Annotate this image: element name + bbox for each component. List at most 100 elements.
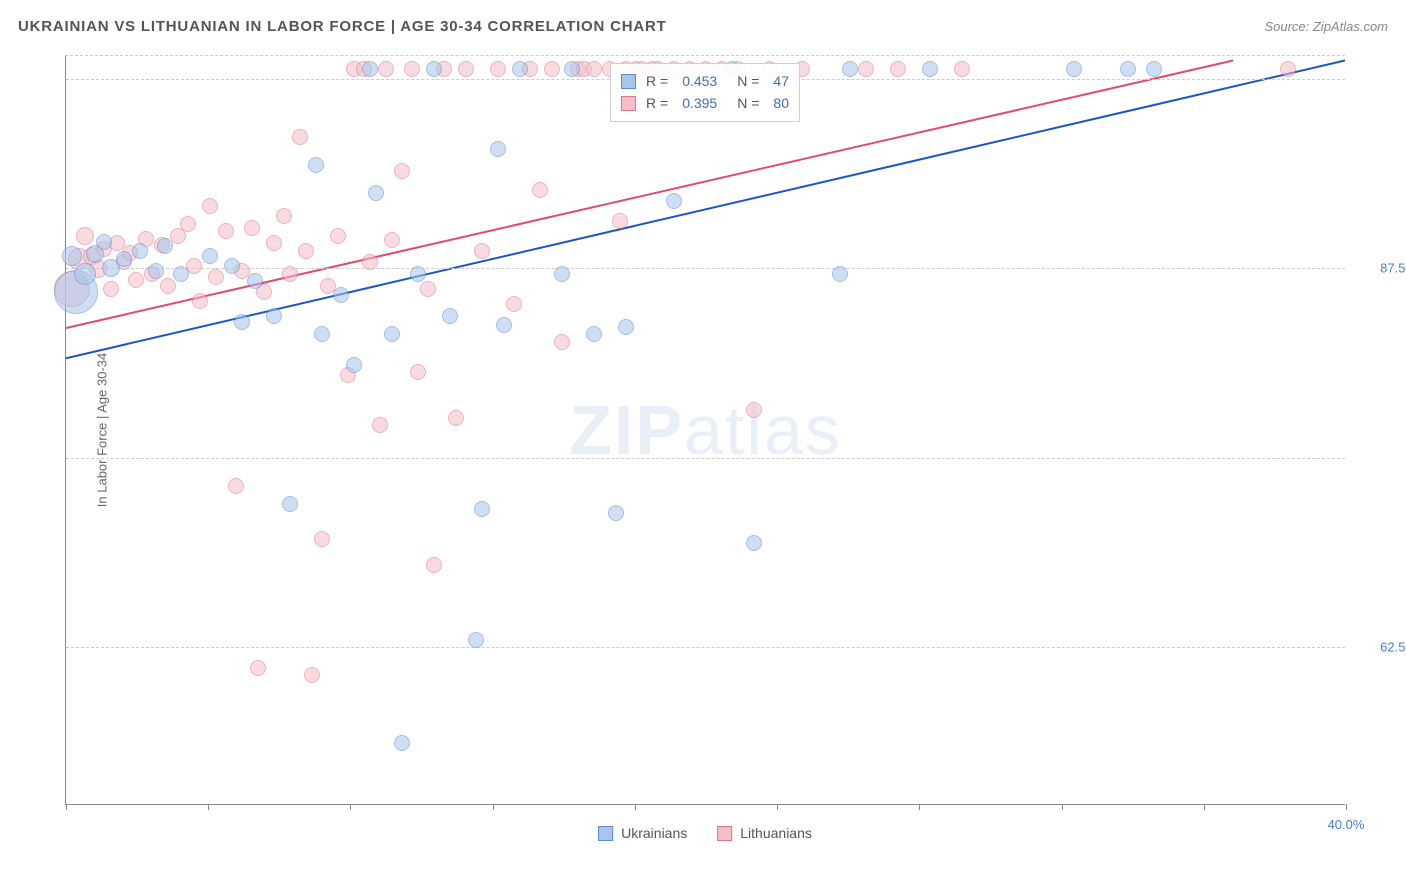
x-tick-label: 40.0% [1328, 817, 1365, 832]
y-axis-title: In Labor Force | Age 30-34 [95, 353, 110, 507]
data-point-ukrainians [618, 319, 634, 335]
data-point-lithuanians [410, 364, 426, 380]
x-tick [1062, 804, 1063, 810]
data-point-ukrainians [282, 496, 298, 512]
data-point-lithuanians [544, 61, 560, 77]
data-point-ukrainians [74, 263, 96, 285]
data-point-lithuanians [1280, 61, 1296, 77]
data-point-ukrainians [666, 193, 682, 209]
data-point-ukrainians [266, 308, 282, 324]
corr-r-value: 0.453 [682, 70, 717, 92]
data-point-lithuanians [170, 228, 186, 244]
data-point-ukrainians [368, 185, 384, 201]
data-point-ukrainians [247, 273, 263, 289]
data-point-lithuanians [474, 243, 490, 259]
data-point-ukrainians [157, 238, 173, 254]
data-point-lithuanians [554, 334, 570, 350]
legend-swatch-lithuanians [717, 826, 732, 841]
data-point-lithuanians [890, 61, 906, 77]
x-tick [777, 804, 778, 810]
data-point-ukrainians [116, 251, 132, 267]
data-point-lithuanians [954, 61, 970, 77]
data-point-ukrainians [333, 287, 349, 303]
data-point-lithuanians [304, 667, 320, 683]
data-point-lithuanians [448, 410, 464, 426]
data-point-ukrainians [346, 357, 362, 373]
data-point-lithuanians [340, 367, 356, 383]
x-tick [66, 804, 67, 810]
corr-r-label: R = [646, 92, 668, 114]
data-point-lithuanians [103, 281, 119, 297]
x-tick [919, 804, 920, 810]
data-point-lithuanians [256, 284, 272, 300]
data-point-lithuanians [372, 417, 388, 433]
data-point-ukrainians [308, 157, 324, 173]
x-tick [350, 804, 351, 810]
legend: Ukrainians Lithuanians [598, 825, 812, 841]
data-point-ukrainians [586, 326, 602, 342]
plot-region: ZIPatlas 62.5%87.5%40.0% [65, 55, 1345, 805]
data-point-ukrainians [842, 61, 858, 77]
data-point-ukrainians [314, 326, 330, 342]
data-point-lithuanians [192, 293, 208, 309]
data-point-ukrainians [474, 501, 490, 517]
corr-row-lithuanians: R =0.395N =80 [621, 92, 789, 114]
data-point-lithuanians [109, 235, 125, 251]
data-point-lithuanians [356, 61, 372, 77]
data-point-lithuanians [506, 296, 522, 312]
data-point-ukrainians [1146, 61, 1162, 77]
corr-row-ukrainians: R =0.453N =47 [621, 70, 789, 92]
legend-item-ukrainians[interactable]: Ukrainians [598, 825, 687, 841]
data-point-lithuanians [586, 61, 602, 77]
data-point-lithuanians [384, 232, 400, 248]
data-point-lithuanians [292, 129, 308, 145]
data-point-lithuanians [83, 247, 101, 265]
y-gridline [66, 268, 1345, 269]
data-point-lithuanians [298, 243, 314, 259]
data-point-lithuanians [458, 61, 474, 77]
legend-item-lithuanians[interactable]: Lithuanians [717, 825, 812, 841]
data-point-lithuanians [522, 61, 538, 77]
data-point-lithuanians [160, 278, 176, 294]
data-point-ukrainians [132, 243, 148, 259]
data-point-lithuanians [138, 231, 154, 247]
data-point-lithuanians [346, 61, 362, 77]
data-point-ukrainians [96, 234, 112, 250]
data-point-ukrainians [922, 61, 938, 77]
y-tick-label: 87.5% [1357, 261, 1406, 276]
data-point-lithuanians [420, 281, 436, 297]
y-gridline [66, 458, 1345, 459]
data-point-lithuanians [378, 61, 394, 77]
data-point-ukrainians [54, 270, 98, 314]
data-point-lithuanians [122, 245, 138, 261]
data-point-lithuanians [250, 660, 266, 676]
data-point-lithuanians [576, 61, 592, 77]
data-point-lithuanians [532, 182, 548, 198]
y-tick-label: 62.5% [1357, 639, 1406, 654]
data-point-lithuanians [404, 61, 420, 77]
data-point-ukrainians [202, 248, 218, 264]
data-point-ukrainians [1066, 61, 1082, 77]
data-point-lithuanians [276, 208, 292, 224]
corr-swatch-lithuanians [621, 96, 636, 111]
data-point-lithuanians [218, 223, 234, 239]
source-credit: Source: ZipAtlas.com [1264, 19, 1388, 34]
data-point-lithuanians [612, 213, 628, 229]
data-point-lithuanians [128, 272, 144, 288]
chart-title: UKRAINIAN VS LITHUANIAN IN LABOR FORCE |… [18, 18, 667, 35]
data-point-lithuanians [228, 478, 244, 494]
data-point-lithuanians [154, 237, 170, 253]
data-point-lithuanians [244, 220, 260, 236]
x-tick [1346, 804, 1347, 810]
data-point-ukrainians [148, 263, 164, 279]
corr-n-value: 80 [773, 92, 789, 114]
legend-label-lithuanians: Lithuanians [740, 825, 812, 841]
data-point-lithuanians [202, 198, 218, 214]
x-tick [493, 804, 494, 810]
data-point-lithuanians [76, 227, 94, 245]
data-point-lithuanians [330, 228, 346, 244]
data-point-lithuanians [68, 248, 90, 270]
data-point-lithuanians [266, 235, 282, 251]
x-tick [635, 804, 636, 810]
y-gridline [66, 647, 1345, 648]
